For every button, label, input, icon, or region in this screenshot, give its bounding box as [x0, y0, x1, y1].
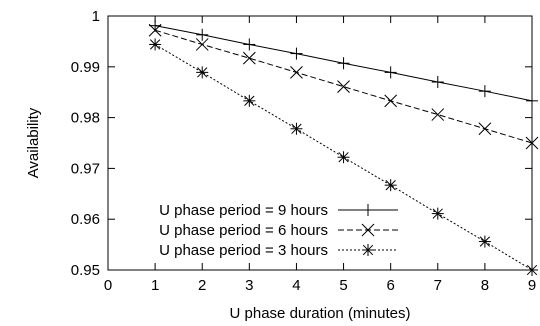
series-1-point	[526, 94, 538, 107]
x-tick-label: 8	[481, 277, 489, 294]
series-3-point	[478, 235, 491, 248]
series-2-point	[337, 80, 350, 93]
series-line-2	[154, 29, 533, 144]
series-2-point	[242, 51, 256, 65]
x-tick-label: 5	[339, 277, 347, 294]
x-tick-label: 6	[386, 277, 394, 294]
y-tick-label: 1	[92, 8, 100, 25]
x-tick-label: 9	[528, 277, 536, 294]
series-2-point	[195, 38, 209, 51]
x-tick-label: 1	[151, 277, 159, 294]
series-3-point	[243, 94, 256, 107]
legend-marker	[362, 204, 374, 216]
series-3-point	[431, 207, 444, 220]
y-tick-label: 0.95	[71, 262, 100, 279]
series-2-point	[384, 94, 398, 108]
y-axis-label: Availability	[25, 107, 42, 178]
x-tick-label: 4	[292, 277, 300, 294]
series-3-point	[337, 151, 350, 164]
x-tick-label: 7	[434, 277, 442, 294]
series-2-point	[478, 122, 492, 136]
series-2-point	[525, 136, 539, 150]
legend-label: U phase period = 9 hours	[159, 202, 328, 219]
series-1-point	[196, 28, 209, 41]
series-1-point	[384, 66, 397, 79]
y-tick-label: 0.96	[71, 211, 100, 228]
legend-label: U phase period = 6 hours	[159, 222, 328, 239]
x-tick-label: 0	[104, 277, 112, 294]
series-1-point	[431, 76, 444, 89]
series-3-point	[384, 179, 397, 192]
series-3-point	[149, 38, 162, 51]
y-tick-label: 0.97	[71, 160, 100, 177]
x-tick-label: 3	[245, 277, 253, 294]
series-2-point	[290, 66, 303, 79]
series-line-3	[154, 44, 533, 271]
legend-label: U phase period = 3 hours	[159, 242, 328, 259]
legend-marker	[361, 223, 375, 237]
y-tick-label: 0.99	[71, 59, 100, 76]
series-1-point	[290, 47, 303, 60]
series-3-point	[196, 66, 209, 79]
series-3-point	[526, 264, 538, 276]
series-2-point	[431, 108, 445, 121]
x-tick-label: 2	[198, 277, 206, 294]
series-3-point	[290, 122, 303, 135]
series-2-point	[148, 23, 162, 37]
legend-marker	[362, 244, 374, 256]
x-axis-label: U phase duration (minutes)	[230, 305, 411, 322]
series-1-point	[337, 57, 350, 70]
series-1-point	[243, 38, 256, 51]
y-tick-label: 0.98	[71, 110, 100, 127]
series-1-point	[478, 85, 491, 98]
